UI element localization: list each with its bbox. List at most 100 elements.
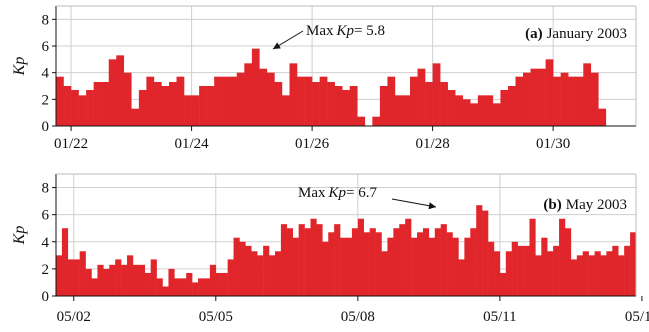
panel-a-bar bbox=[342, 90, 351, 126]
panel-b-bar bbox=[127, 255, 134, 296]
panel-a-y-tick-label: 8 bbox=[42, 12, 50, 28]
panel-b-bar bbox=[274, 251, 282, 296]
panel-b-bar bbox=[328, 232, 335, 296]
panel-b-y-axis-label: Kp bbox=[11, 226, 28, 246]
panel-a-bar bbox=[131, 108, 140, 126]
panel-a-bar bbox=[372, 116, 381, 126]
panel-b-x-tick-label: 05/11 bbox=[483, 309, 517, 325]
panel-b-bar bbox=[209, 264, 217, 296]
panel-a-bar bbox=[161, 86, 170, 126]
panel-a-bar bbox=[432, 63, 441, 126]
panel-a-bar bbox=[289, 63, 298, 126]
panel-a-bar bbox=[236, 72, 245, 126]
panel-b-y-tick-label: 4 bbox=[42, 235, 50, 251]
panel-a-x-tick-label: 01/28 bbox=[416, 136, 450, 152]
panel-b-bar bbox=[221, 272, 228, 296]
panel-b-annotation-arrowhead bbox=[428, 202, 436, 210]
panel-b-bar bbox=[67, 259, 75, 296]
panel-b-bar bbox=[233, 237, 240, 296]
panel-b-bar bbox=[630, 232, 637, 296]
panel-a-bar bbox=[455, 95, 464, 126]
panel-a-x-tick-label: 01/30 bbox=[536, 136, 570, 152]
panel-a-bar bbox=[244, 63, 253, 126]
panel-a-bar bbox=[590, 72, 599, 126]
panel-b-bar bbox=[499, 272, 507, 296]
panel-b-bar bbox=[488, 241, 495, 296]
panel-a-bar bbox=[176, 76, 185, 126]
panel-a-bar bbox=[123, 72, 132, 126]
panel-b-bar bbox=[434, 228, 441, 296]
panel-b-bar bbox=[363, 232, 370, 296]
panel-a-bar bbox=[583, 63, 592, 126]
panel-a-bar bbox=[93, 82, 102, 126]
panel-b-bar bbox=[186, 272, 193, 296]
panel-b-annotation-value: = 6.7 bbox=[346, 185, 377, 201]
panel-b-bar bbox=[428, 237, 436, 296]
panel-a-bar bbox=[251, 48, 260, 126]
panel-b-bar bbox=[422, 228, 430, 296]
panel-b-bar bbox=[298, 224, 305, 296]
panel-b-bar bbox=[582, 251, 589, 296]
panel-b-bar bbox=[239, 241, 246, 296]
panel-b-bar bbox=[340, 237, 347, 296]
panel-a-bar bbox=[470, 103, 479, 126]
panel-a-bar bbox=[191, 95, 200, 126]
panel-a-bar bbox=[214, 76, 222, 126]
panel-b-bar bbox=[470, 228, 477, 296]
panel-b-bar bbox=[79, 251, 86, 296]
panel-b-bar bbox=[180, 278, 187, 296]
panel-b-bar bbox=[351, 228, 359, 296]
panel-a-bar bbox=[402, 95, 411, 126]
panel-b-bar bbox=[612, 245, 619, 296]
panel-b-bar bbox=[215, 272, 222, 296]
panel-b-bar bbox=[227, 259, 234, 296]
panel-a-bar bbox=[387, 76, 396, 126]
panel-b-bar bbox=[357, 218, 365, 296]
panel-a-bar bbox=[168, 82, 177, 126]
panel-a-bar bbox=[63, 86, 72, 126]
panel-b-bar bbox=[535, 255, 542, 296]
panel-a-bar bbox=[206, 86, 215, 126]
panel-a-bar bbox=[598, 108, 607, 126]
panel-b-annotation-var: Kp bbox=[328, 185, 347, 201]
panel-b-annotation-prefix: Max bbox=[298, 185, 326, 201]
panel-b-bar bbox=[387, 237, 394, 296]
panel-a-bar bbox=[410, 76, 418, 126]
panel-a-bar bbox=[417, 68, 426, 126]
panel-b-bar bbox=[440, 224, 447, 296]
panel-a-bar bbox=[304, 76, 313, 126]
panel-a-y-tick-label: 6 bbox=[42, 39, 50, 55]
panel-a-bar bbox=[394, 95, 403, 126]
panel-a-bar bbox=[462, 99, 471, 126]
panel-b-y-tick-label: 8 bbox=[42, 181, 50, 197]
panel-b-tag: (b) bbox=[543, 197, 561, 213]
panel-a-x-tick-label: 01/24 bbox=[174, 136, 209, 152]
panel-b-bar bbox=[263, 245, 270, 296]
panel-b-bar bbox=[369, 228, 376, 296]
panel-b-bar bbox=[304, 228, 311, 296]
panel-a-bar bbox=[334, 86, 343, 126]
panel-a-bar bbox=[274, 82, 283, 126]
panel-b-x-tick-label: 05/14 bbox=[625, 309, 649, 325]
panel-b-bar bbox=[517, 245, 524, 296]
panel-a-bar bbox=[500, 90, 509, 126]
panel-b-bar bbox=[570, 259, 578, 296]
panel-b-annotation-arrow bbox=[391, 198, 437, 208]
panel-a-annotation-value: = 5.8 bbox=[354, 23, 385, 39]
panel-b-bar bbox=[564, 228, 572, 296]
panel-a-bar bbox=[319, 76, 328, 126]
panel-b-bar bbox=[624, 245, 631, 296]
panel-a-bar bbox=[560, 72, 569, 126]
panel-b-y-tick-label: 6 bbox=[42, 208, 50, 224]
panel-a-tag: (a) bbox=[525, 26, 543, 42]
panel-b-bar bbox=[381, 251, 388, 296]
panel-b-bar bbox=[493, 251, 501, 296]
panel-a-bar bbox=[515, 76, 524, 126]
panel-a-x-tick-label: 01/22 bbox=[54, 136, 88, 152]
panel-a-bar bbox=[266, 72, 275, 126]
panel-a-bar bbox=[153, 82, 162, 126]
panel-a-bar bbox=[523, 72, 531, 126]
panel-b-bar bbox=[399, 224, 406, 296]
panel-a-bar bbox=[116, 55, 125, 127]
